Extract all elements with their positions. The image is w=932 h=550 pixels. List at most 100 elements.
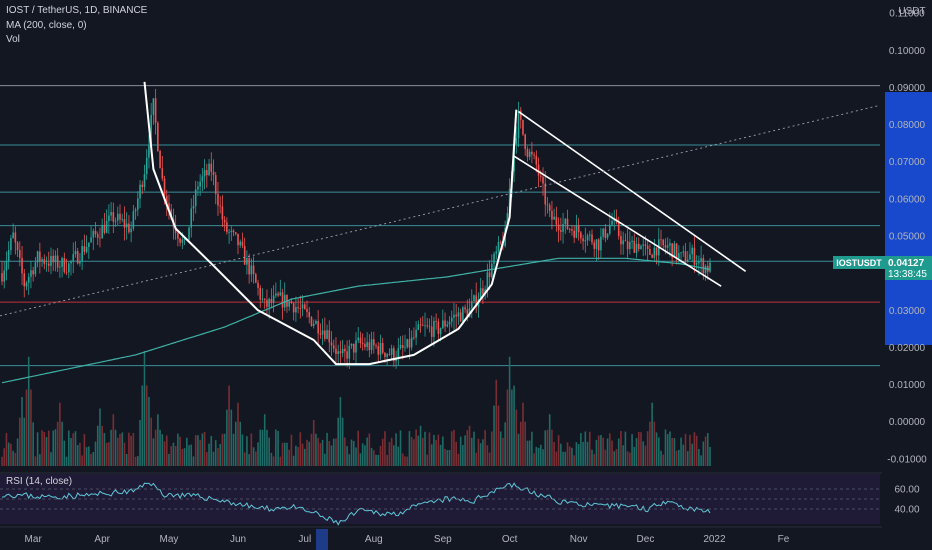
candle-body [154, 98, 157, 123]
volume-bar [593, 454, 596, 466]
volume-bar [551, 429, 553, 466]
candle-body [32, 270, 34, 275]
volume-bar [101, 425, 103, 466]
candle-body [319, 333, 322, 335]
candle-body [555, 216, 558, 225]
volume-bar [604, 449, 607, 466]
volume-bar [686, 451, 689, 466]
price-tick-label: 0.05000 [889, 232, 926, 243]
volume-bar [67, 430, 70, 466]
candle-body [152, 98, 155, 115]
candle-body [457, 312, 460, 317]
volume-bar [508, 356, 511, 466]
volume-bar [317, 437, 319, 466]
candle-body [145, 157, 148, 175]
volume-bar [47, 430, 50, 466]
volume-bar [301, 443, 304, 466]
candle-body [226, 222, 228, 233]
volume-bar [684, 433, 687, 466]
volume-bar [359, 453, 362, 466]
candle-body [591, 234, 593, 243]
volume-bar [14, 452, 17, 466]
volume-bar [580, 433, 582, 466]
candle-body [116, 213, 119, 221]
rsi-line [2, 482, 711, 526]
volume-bar [709, 446, 711, 466]
candle-body [546, 204, 549, 206]
volume-bar [700, 455, 702, 466]
candle-body [128, 223, 130, 233]
volume-bar [381, 438, 384, 466]
volume-bar [473, 431, 475, 466]
candle-body [194, 189, 197, 207]
volume-bar [678, 449, 680, 466]
volume-bar [673, 438, 676, 466]
candle-body [212, 171, 215, 176]
volume-bar [312, 420, 315, 466]
volume-bar [519, 421, 522, 466]
candle-body [234, 232, 237, 234]
volume-bar [644, 445, 647, 466]
candle-body [653, 247, 656, 258]
time-tick-label: Jul [298, 534, 311, 545]
candle-body [250, 265, 253, 275]
volume-bar [119, 433, 121, 466]
candle-body [386, 354, 388, 357]
volume-bar [99, 408, 101, 466]
candle-body [600, 236, 602, 251]
volume-bar [637, 431, 640, 466]
volume-bar [299, 432, 302, 466]
volume-bar [197, 435, 199, 466]
volume-bar [226, 409, 228, 466]
candle-body [531, 151, 533, 155]
volume-bar [406, 456, 409, 466]
volume-bar [555, 451, 558, 466]
volume-bar [682, 444, 685, 466]
vol-legend[interactable]: Vol [6, 34, 20, 45]
candle-body [453, 314, 455, 318]
volume-bar [651, 402, 653, 466]
volume-bar [357, 430, 360, 466]
time-tick-label: Dec [637, 534, 655, 545]
volume-bar [194, 435, 197, 466]
upper-trendline [518, 110, 747, 272]
candle-body [272, 295, 275, 303]
volume-bar [428, 432, 431, 466]
candle-body [381, 343, 384, 353]
candle-body [439, 328, 442, 334]
volume-bar [108, 442, 110, 466]
volume-bar [241, 434, 244, 466]
candle-body [239, 241, 242, 246]
candle-body [341, 348, 344, 354]
candle-body [121, 219, 124, 221]
candle-body [190, 208, 193, 228]
candle-body [660, 239, 662, 241]
candle-body [542, 176, 544, 184]
volume-bar [339, 397, 342, 466]
volume-bar [375, 454, 377, 466]
candle-body [134, 209, 137, 212]
volume-bar [537, 447, 540, 466]
candle-body [219, 205, 221, 207]
symbol-title[interactable]: IOST / TetherUS, 1D, BINANCE [6, 5, 148, 16]
candle-body [575, 225, 578, 238]
candle-body [54, 255, 57, 263]
ma-legend[interactable]: MA (200, close, 0) [6, 20, 87, 31]
candle-body [680, 252, 682, 254]
volume-bar [506, 389, 509, 466]
price-tick-label: 0.06000 [889, 194, 926, 205]
candle-body [41, 259, 43, 262]
volume-bar [30, 389, 32, 466]
candle-body [682, 251, 685, 253]
volume-bar [675, 450, 678, 466]
candle-body [148, 144, 150, 158]
candle-body [704, 265, 707, 274]
volume-bar [470, 437, 473, 466]
volume-bar [430, 444, 433, 466]
volume-bar [384, 431, 386, 466]
rsi-legend[interactable]: RSI (14, close) [6, 476, 73, 487]
price-tick-label: 0.11000 [889, 9, 925, 20]
volume-bar [54, 429, 57, 466]
